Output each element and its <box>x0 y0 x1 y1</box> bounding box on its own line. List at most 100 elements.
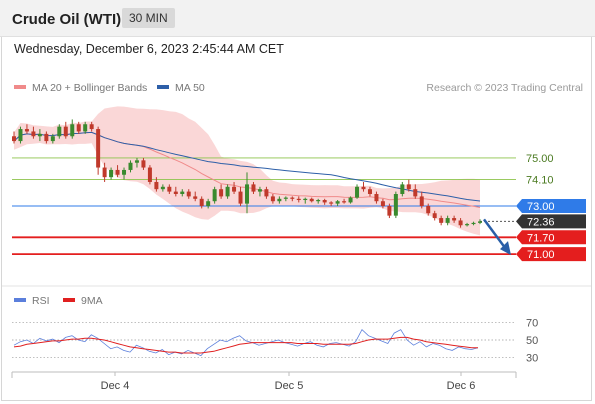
candle-body <box>89 124 94 130</box>
level-tag-71.70 <box>516 230 586 245</box>
legend-rsi: RSI <box>14 295 50 307</box>
candle-body <box>296 198 301 201</box>
candle-body <box>173 191 178 194</box>
rsi-swatch <box>14 298 26 303</box>
copyright-text: Research © 2023 Trading Central <box>426 82 583 94</box>
legend-9ma: 9MA <box>63 295 103 307</box>
candle-body <box>44 133 49 142</box>
candle-body <box>322 200 327 203</box>
candle-body <box>225 186 230 197</box>
ma50-swatch <box>157 85 169 90</box>
legend-rsi-label: RSI <box>32 295 50 307</box>
legend-ma20-label: MA 20 + Bollinger Bands <box>32 82 148 94</box>
candle-body <box>471 222 476 225</box>
candle-body <box>270 196 275 202</box>
candle-body <box>348 197 353 203</box>
candle-body <box>18 129 23 142</box>
rsi-tick-50: 50 <box>526 335 538 347</box>
level-label-71.00: 71.00 <box>527 249 555 261</box>
forecast-arrow-shaft <box>482 218 508 250</box>
candle-body <box>393 194 398 216</box>
x-tick-label: Dec 6 <box>447 380 476 392</box>
rsi-ma9-line <box>13 336 478 354</box>
chart-header: Crude Oil (WTI) 30 MIN <box>0 0 595 37</box>
legend-ma50: MA 50 <box>157 82 205 94</box>
candle-body <box>478 221 482 223</box>
candle-body <box>115 169 120 175</box>
candle-body <box>277 198 282 202</box>
candle-body <box>342 201 347 203</box>
candle-body <box>212 189 217 202</box>
candle-body <box>160 186 165 190</box>
instrument-title: Crude Oil (WTI) <box>12 11 122 28</box>
candle-body <box>122 169 127 175</box>
candle-body <box>232 186 237 192</box>
candle-body <box>361 186 366 190</box>
candle-body <box>426 206 431 214</box>
candle-body <box>283 197 288 199</box>
candle-body <box>193 196 198 199</box>
candle-body <box>406 184 411 190</box>
candle-body <box>465 224 470 226</box>
ma9-swatch <box>63 298 75 303</box>
candle-body <box>387 206 392 216</box>
chart-datetime: Wednesday, December 6, 2023 2:45:44 AM C… <box>14 42 284 56</box>
candle-body <box>400 184 405 194</box>
candle-body <box>70 124 75 137</box>
level-tag-72.36 <box>516 214 586 229</box>
candle-body <box>31 131 36 137</box>
level-tag-73.00 <box>516 199 586 214</box>
candle-body <box>316 200 321 202</box>
candle-body <box>206 201 211 207</box>
candle-body <box>335 201 340 204</box>
candle-body <box>63 126 68 137</box>
candle-body <box>219 189 224 197</box>
rsi-line <box>13 328 479 357</box>
candle-body <box>96 129 101 168</box>
candle-body <box>419 196 424 207</box>
rsi-tick-70: 70 <box>526 318 538 330</box>
candle-body <box>245 184 249 204</box>
level-label-73.00: 73.00 <box>527 201 555 213</box>
candle-body <box>147 167 152 182</box>
candle-body <box>264 189 269 197</box>
candle-body <box>141 160 146 168</box>
candle-body <box>109 169 114 178</box>
candle-body <box>76 124 81 132</box>
candle-body <box>439 218 444 223</box>
level-label-74.10: 74.10 <box>526 175 554 187</box>
candle-body <box>186 191 191 197</box>
candle-body <box>128 162 133 170</box>
candle-body <box>309 198 314 202</box>
candle-body <box>238 191 243 204</box>
candle-body <box>102 167 107 178</box>
ma20-swatch <box>14 85 26 90</box>
candle-body <box>50 136 55 142</box>
candle-body <box>432 213 437 219</box>
candle-body <box>380 201 385 207</box>
candle-body <box>57 126 62 137</box>
timeframe-badge[interactable]: 30 MIN <box>122 8 175 28</box>
candle-body <box>154 181 159 190</box>
candle-body <box>37 133 42 137</box>
rsi-tick-30: 30 <box>526 352 538 364</box>
bollinger-band <box>14 106 480 236</box>
candle-body <box>290 197 295 199</box>
candle-body <box>251 184 256 192</box>
candle-body <box>303 198 308 201</box>
forecast-arrow-head <box>500 241 511 256</box>
candle-body <box>134 160 139 163</box>
candle-body <box>180 191 185 194</box>
level-label-75.00: 75.00 <box>526 153 554 165</box>
candle-body <box>12 136 16 142</box>
level-label-71.70: 71.70 <box>527 232 555 244</box>
candle-body <box>374 194 379 202</box>
x-tick-label: Dec 5 <box>275 380 304 392</box>
level-label-72.36: 72.36 <box>527 216 555 228</box>
legend-ma20: MA 20 + Bollinger Bands <box>14 82 147 94</box>
candle-body <box>445 218 450 223</box>
candle-body <box>167 186 172 192</box>
candle-body <box>355 186 360 198</box>
candle-body <box>257 189 262 192</box>
